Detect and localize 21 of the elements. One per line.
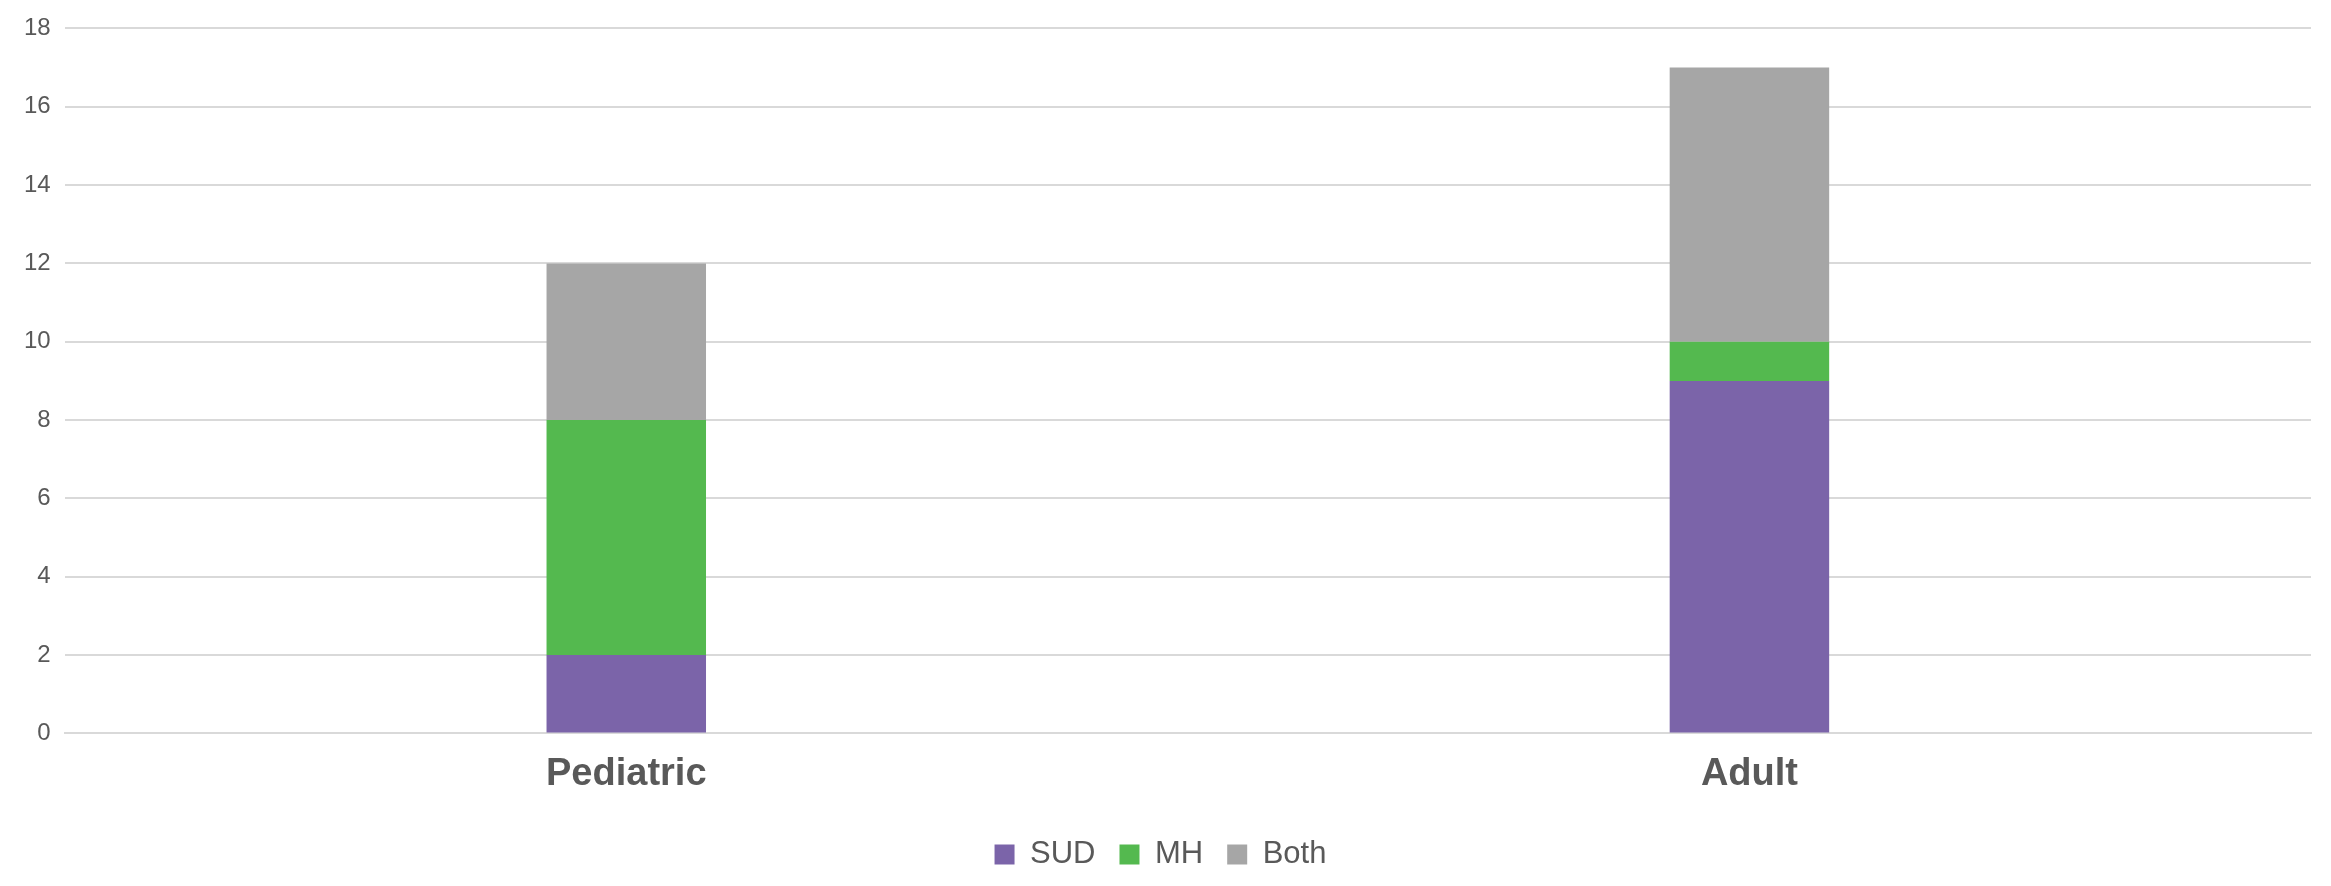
x-tick-label: Pediatric xyxy=(546,750,707,793)
y-tick-label: 8 xyxy=(37,404,51,432)
y-tick-label: 12 xyxy=(23,248,51,276)
legend-label: Both xyxy=(1262,835,1327,871)
y-tick-label: 4 xyxy=(37,561,51,589)
bar xyxy=(546,655,707,733)
bar xyxy=(1669,67,1830,342)
legend-label: SUD xyxy=(1030,835,1096,871)
y-tick-label: 0 xyxy=(37,718,51,746)
bar xyxy=(546,263,707,421)
y-tick-label: 16 xyxy=(23,91,51,119)
bar xyxy=(1669,380,1830,733)
legend-label: MH xyxy=(1154,835,1204,871)
bar xyxy=(546,420,707,656)
y-tick-label: 10 xyxy=(23,326,51,354)
bar xyxy=(1669,341,1830,381)
y-tick-label: 2 xyxy=(37,639,51,667)
y-tick-label: 14 xyxy=(23,169,51,197)
x-tick-label: Adult xyxy=(1700,750,1799,793)
y-tick-label: 18 xyxy=(23,13,51,41)
y-tick-label: 6 xyxy=(37,483,51,511)
